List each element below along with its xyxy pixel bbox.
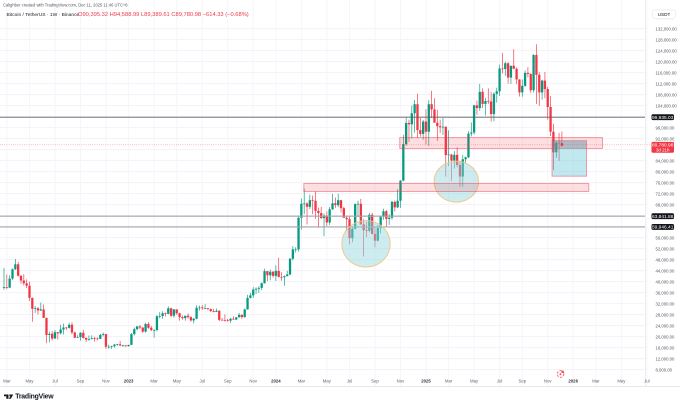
svg-text:May: May	[173, 378, 182, 383]
svg-text:Nov: Nov	[102, 378, 110, 383]
svg-text:24,000.00: 24,000.00	[656, 323, 676, 328]
svg-text:99,935.03: 99,935.03	[652, 115, 674, 121]
svg-text:2025: 2025	[421, 378, 431, 383]
svg-text:40,000.00: 40,000.00	[656, 279, 676, 284]
svg-text:52,000.00: 52,000.00	[656, 246, 676, 251]
svg-text:132,000.00: 132,000.00	[656, 26, 678, 31]
svg-text:TradingView: TradingView	[15, 394, 54, 401]
svg-text:Jul: Jul	[497, 378, 503, 383]
svg-text:Mar: Mar	[592, 378, 600, 383]
svg-text:32,000.00: 32,000.00	[656, 301, 676, 306]
svg-text:Nov: Nov	[249, 378, 257, 383]
svg-text:Jul: Jul	[199, 378, 205, 383]
svg-text:May: May	[470, 378, 479, 383]
svg-text:Jul: Jul	[644, 378, 650, 383]
svg-text:Nov: Nov	[397, 378, 405, 383]
svg-text:44,000.00: 44,000.00	[656, 268, 676, 273]
svg-text:O90,395.32 H94,588.99 L89,389.: O90,395.32 H94,588.99 L89,389.61 C89,780…	[78, 12, 249, 18]
svg-text:56,000.00: 56,000.00	[656, 235, 676, 240]
svg-text:Sep: Sep	[371, 378, 379, 383]
svg-text:59,946.41: 59,946.41	[652, 225, 674, 231]
svg-text:120,000.00: 120,000.00	[656, 59, 678, 64]
svg-text:68,000.00: 68,000.00	[656, 202, 676, 207]
svg-text:36,000.00: 36,000.00	[656, 290, 676, 295]
svg-text:28,000.00: 28,000.00	[656, 312, 676, 317]
svg-text:Nov: Nov	[544, 378, 552, 383]
svg-text:2026: 2026	[568, 378, 578, 383]
svg-text:124,000.00: 124,000.00	[656, 48, 678, 53]
svg-text:Jul: Jul	[347, 378, 353, 383]
svg-text:May: May	[617, 378, 626, 383]
svg-text:Bitcoin / TetherUS · 1W · Bina: Bitcoin / TetherUS · 1W · Binance	[7, 12, 80, 18]
svg-text:76,000.00: 76,000.00	[656, 180, 676, 185]
svg-text:8,000.00: 8,000.00	[656, 367, 673, 372]
svg-text:63,841.88: 63,841.88	[652, 214, 674, 220]
svg-text:3d 21h: 3d 21h	[656, 147, 670, 152]
svg-text:84,000.00: 84,000.00	[656, 158, 676, 163]
svg-text:112,000.00: 112,000.00	[656, 81, 678, 86]
svg-text:USDT: USDT	[658, 12, 671, 17]
svg-text:92,000.00: 92,000.00	[656, 136, 676, 141]
svg-text:12,000.00: 12,000.00	[656, 356, 676, 361]
svg-text:Mar: Mar	[445, 378, 453, 383]
svg-text:Sep: Sep	[224, 378, 232, 383]
svg-text:Mar: Mar	[3, 378, 11, 383]
svg-text:Calighber created with Trading: Calighber created with TradingView.com, …	[3, 3, 128, 8]
svg-text:Jul: Jul	[52, 378, 58, 383]
svg-text:Sep: Sep	[518, 378, 526, 383]
svg-text:2024: 2024	[271, 378, 281, 383]
svg-text:48,000.00: 48,000.00	[656, 257, 676, 262]
svg-text:116,000.00: 116,000.00	[656, 70, 678, 75]
svg-text:May: May	[323, 378, 332, 383]
svg-text:16,000.00: 16,000.00	[656, 345, 676, 350]
svg-text:108,000.00: 108,000.00	[656, 92, 678, 97]
svg-text:Mar: Mar	[298, 378, 306, 383]
svg-text:Mar: Mar	[150, 378, 158, 383]
svg-text:2023: 2023	[124, 378, 134, 383]
svg-text:128,000.00: 128,000.00	[656, 37, 678, 42]
svg-text:96,000.00: 96,000.00	[656, 125, 676, 130]
svg-text:80,000.00: 80,000.00	[656, 169, 676, 174]
svg-text:Sep: Sep	[77, 378, 85, 383]
svg-text:72,000.00: 72,000.00	[656, 191, 676, 196]
svg-text:104,000.00: 104,000.00	[656, 103, 678, 108]
svg-text:May: May	[25, 378, 34, 383]
svg-text:89,780.98: 89,780.98	[652, 143, 674, 149]
svg-text:20,000.00: 20,000.00	[656, 334, 676, 339]
